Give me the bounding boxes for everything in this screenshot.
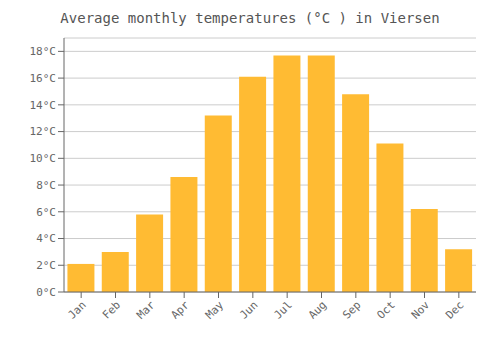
svg-text:Feb: Feb [100,298,123,321]
svg-text:May: May [203,298,227,322]
svg-text:Nov: Nov [409,298,433,322]
svg-text:14°C: 14°C [30,99,57,112]
svg-text:18°C: 18°C [30,45,57,58]
svg-text:Jan: Jan [66,298,89,321]
svg-text:8°C: 8°C [36,179,56,192]
svg-text:0°C: 0°C [36,286,56,299]
svg-text:16°C: 16°C [30,72,57,85]
svg-text:Dec: Dec [443,298,466,321]
svg-text:Mar: Mar [134,298,158,322]
svg-text:12°C: 12°C [30,125,57,138]
svg-text:Aug: Aug [306,298,329,321]
svg-text:4°C: 4°C [36,232,56,245]
svg-text:Jul: Jul [272,298,295,321]
html-text:Average monthly temperatures (: Average monthly temperatures (°C ) in Vi… [60,10,440,26]
svg-text:Jun: Jun [237,298,260,321]
svg-text:Apr: Apr [169,298,193,322]
svg-text:10°C: 10°C [30,152,57,165]
svg-text:2°C: 2°C [36,259,56,272]
svg-text:6°C: 6°C [36,206,56,219]
svg-text:Sep: Sep [340,298,363,321]
svg-text:Oct: Oct [375,298,398,321]
